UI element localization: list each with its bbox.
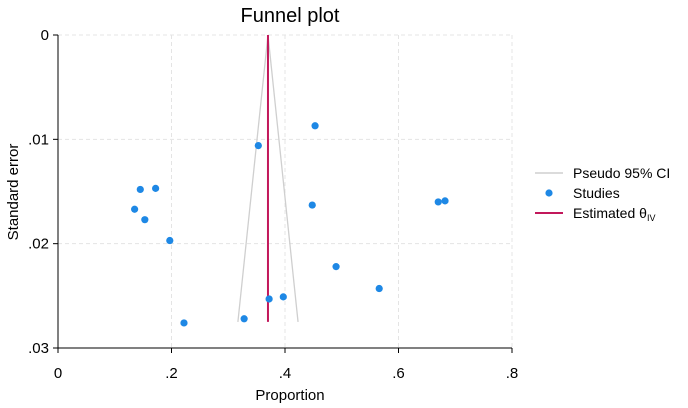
legend: Pseudo 95% CI Studies Estimated θIV (535, 165, 670, 223)
study-point (434, 198, 442, 206)
pseudo-ci-line (237, 34, 269, 322)
legend-studies-swatch (545, 189, 553, 197)
x-axis-ticks: 0 .2 .4 .6 .8 (54, 348, 518, 382)
study-point (240, 315, 248, 323)
x-axis-title: Proportion (255, 387, 324, 404)
study-point (136, 185, 144, 194)
y-axis-ticks: 0 .01 .02 .03 (28, 27, 58, 357)
pseudo-ci-lines (237, 34, 299, 322)
study-point (441, 197, 449, 205)
legend-studies-label: Studies (573, 185, 620, 201)
y-axis-title: Standard error (5, 144, 22, 241)
study-point (279, 293, 287, 301)
study-point (332, 263, 340, 271)
study-point (265, 295, 273, 303)
pseudo-ci-line (267, 34, 299, 322)
x-tick-label: .8 (506, 365, 519, 382)
y-tick-label: .03 (28, 340, 49, 357)
legend-estimate-subscript: IV (647, 213, 656, 223)
study-point (131, 205, 139, 213)
y-tick-label: .01 (28, 131, 49, 148)
legend-ci-label: Pseudo 95% CI (573, 165, 670, 181)
x-tick-label: .2 (165, 365, 178, 382)
chart-title: Funnel plot (241, 5, 340, 27)
legend-estimate-text: Estimated θ (573, 205, 647, 221)
legend-estimate-label: Estimated θIV (573, 205, 655, 223)
x-tick-label: .4 (279, 365, 292, 382)
study-points (131, 122, 449, 327)
y-tick-label: .02 (28, 236, 49, 253)
study-point (311, 122, 319, 130)
study-point (152, 184, 160, 192)
x-tick-label: .6 (392, 365, 405, 382)
study-point (166, 236, 174, 245)
study-point (141, 216, 149, 224)
study-point (254, 141, 262, 150)
study-point (180, 319, 188, 327)
study-point (375, 284, 383, 293)
study-point (308, 201, 316, 209)
x-tick-label: 0 (54, 365, 62, 382)
y-tick-label: 0 (41, 27, 49, 44)
